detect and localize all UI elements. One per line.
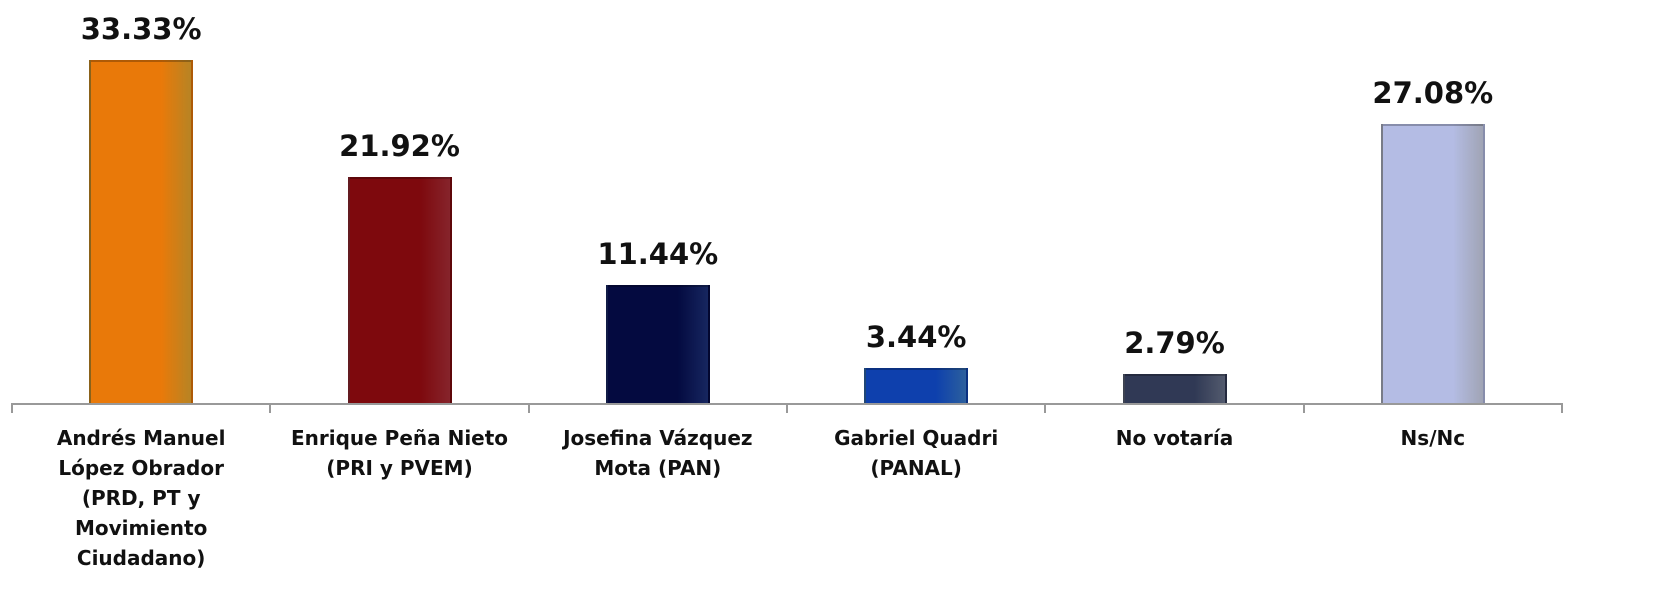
x-tick-label: Andrés Manuel López Obrador (PRD, PT y M…	[56, 426, 226, 570]
bar	[1380, 124, 1485, 403]
category-separator	[269, 403, 272, 413]
bar	[864, 367, 969, 403]
x-tick-label: Josefina Vázquez Mota (PAN)	[563, 426, 753, 480]
x-tick-label: Enrique Peña Nieto (PRI y PVEM)	[290, 426, 509, 480]
value-label: 3.44%	[865, 319, 967, 354]
category-separator	[1561, 403, 1563, 413]
value-label: 11.44%	[597, 237, 719, 272]
value-label: 33.33%	[80, 12, 202, 46]
bar	[1122, 374, 1227, 403]
category-separator	[1302, 403, 1305, 413]
category-separator	[786, 403, 788, 413]
bar	[605, 285, 710, 403]
category-separator	[1044, 403, 1047, 413]
value-label: 2.79%	[1124, 326, 1225, 361]
value-label: 27.08%	[1372, 76, 1494, 111]
value-label: 21.92%	[339, 129, 460, 164]
category-separator	[11, 403, 13, 413]
bar	[89, 60, 194, 403]
bar	[347, 177, 452, 403]
x-tick-label: Ns/Nc	[1400, 426, 1466, 450]
x-tick-label: Gabriel Quadri (PANAL)	[834, 426, 999, 480]
x-tick-label: No votaría	[1115, 426, 1234, 450]
category-separator	[527, 403, 530, 413]
